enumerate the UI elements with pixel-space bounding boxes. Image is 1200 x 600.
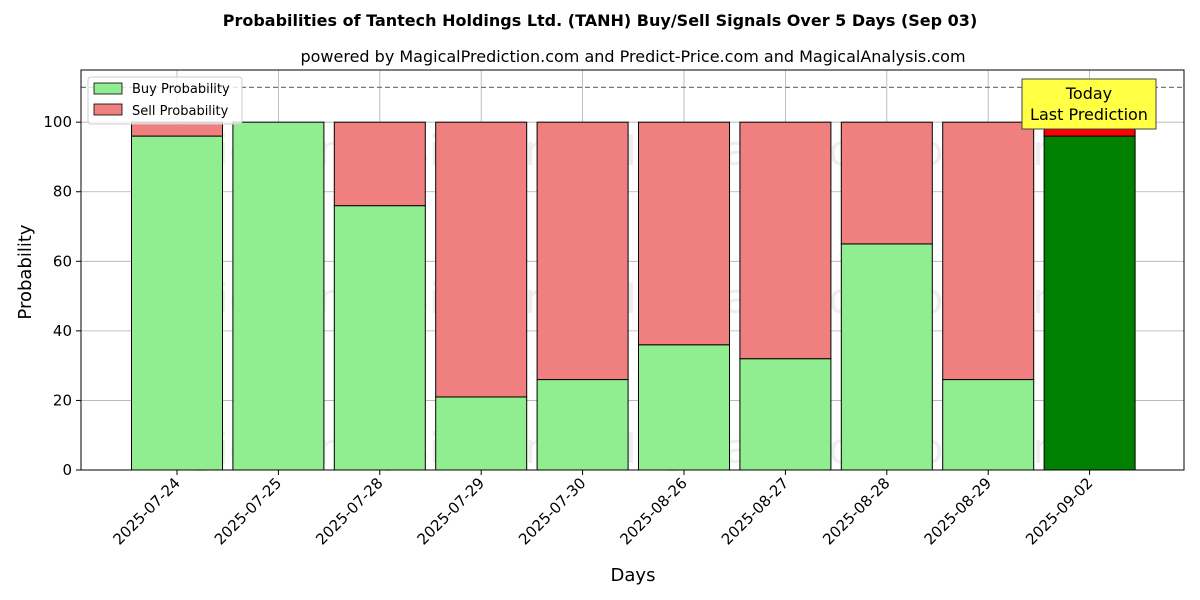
annotation-line-1: Today bbox=[1065, 84, 1112, 103]
y-tick-label: 0 bbox=[62, 461, 72, 479]
bar-buy bbox=[840, 243, 933, 471]
legend-buy-swatch bbox=[93, 82, 123, 95]
x-tick-label: 2025-07-24 bbox=[109, 474, 183, 548]
bar-buy bbox=[638, 344, 730, 471]
bar-sell bbox=[840, 121, 933, 245]
today-annotation: Today Last Prediction bbox=[1021, 78, 1157, 130]
legend-buy-label: Buy Probability bbox=[132, 82, 230, 97]
bar-buy bbox=[536, 379, 629, 471]
x-tick-label: 2025-08-26 bbox=[616, 474, 690, 548]
chart-title: Probabilities of Tantech Holdings Ltd. (… bbox=[223, 11, 978, 30]
bar-sell bbox=[942, 121, 1035, 381]
y-tick-label: 20 bbox=[53, 391, 72, 409]
x-tick-label: 2025-09-02 bbox=[1022, 474, 1096, 548]
bar-buy bbox=[942, 379, 1035, 471]
chart-subtitle: powered by MagicalPrediction.com and Pre… bbox=[300, 47, 965, 66]
y-tick-label: 60 bbox=[53, 252, 72, 270]
y-tick-label: 80 bbox=[53, 183, 72, 201]
y-tick-label: 40 bbox=[53, 322, 72, 340]
x-tick-label: 2025-07-29 bbox=[414, 474, 488, 548]
plot-frame bbox=[80, 69, 1185, 471]
legend: Buy Probability Sell Probability bbox=[87, 76, 243, 125]
x-axis: 2025-07-24 2025-07-25 2025-07-28 2025-07-29… bbox=[109, 470, 1096, 548]
y-axis-label: Probability bbox=[15, 224, 36, 319]
bar-sell bbox=[435, 121, 528, 398]
x-tick-label: 2025-08-27 bbox=[718, 474, 792, 548]
x-tick-label: 2025-08-29 bbox=[921, 474, 995, 548]
x-tick-label: 2025-08-28 bbox=[819, 474, 893, 548]
bar-sell bbox=[333, 121, 426, 207]
legend-box bbox=[87, 76, 243, 125]
bars bbox=[131, 121, 1136, 471]
bar-buy bbox=[435, 396, 528, 471]
x-tick-label: 2025-07-30 bbox=[515, 474, 589, 548]
bar-buy bbox=[232, 121, 325, 471]
bar-buy bbox=[131, 135, 223, 471]
bar-buy bbox=[333, 205, 426, 471]
bar-buy bbox=[1043, 135, 1136, 471]
y-tick-label: 100 bbox=[43, 113, 72, 131]
x-tick-label: 2025-07-28 bbox=[312, 474, 386, 548]
bar-buy bbox=[739, 358, 832, 471]
x-axis-label: Days bbox=[611, 565, 656, 586]
annotation-box bbox=[1021, 78, 1157, 130]
x-tick-label: 2025-07-25 bbox=[211, 474, 285, 548]
y-axis: 0 20 40 60 80 100 bbox=[43, 113, 81, 479]
legend-sell-label: Sell Probability bbox=[132, 104, 229, 119]
legend-sell-swatch bbox=[93, 103, 123, 116]
bar-sell bbox=[536, 121, 629, 381]
annotation-line-2: Last Prediction bbox=[1030, 105, 1148, 124]
bar-sell bbox=[638, 121, 730, 346]
bar-sell bbox=[739, 121, 832, 360]
